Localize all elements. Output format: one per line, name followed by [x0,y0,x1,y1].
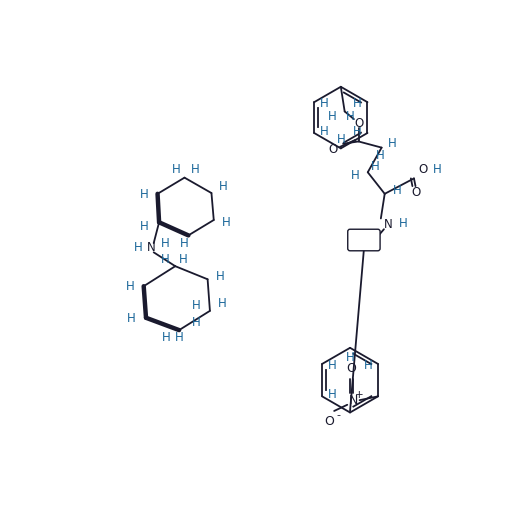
Text: H: H [352,169,360,182]
Text: H: H [141,220,149,233]
Text: -: - [336,411,340,421]
Text: H: H [179,253,188,266]
Text: H: H [218,296,226,310]
Text: H: H [192,316,201,329]
Text: H: H [175,331,183,344]
Text: O: O [324,415,334,428]
Text: O: O [354,117,363,130]
Text: H: H [328,110,336,123]
Text: H: H [218,180,227,193]
Text: H: H [320,97,329,110]
Text: +: + [355,390,363,400]
Text: H: H [376,149,384,162]
Text: N: N [147,241,156,254]
Text: O: O [419,163,428,176]
Text: H: H [392,184,401,197]
Text: H: H [172,163,181,176]
Text: H: H [353,97,362,110]
Text: H: H [191,163,199,176]
Text: H: H [388,137,397,150]
Text: H: H [161,236,170,249]
Text: H: H [345,351,355,364]
Text: N: N [349,394,358,407]
Text: H: H [180,236,189,249]
Text: H: H [432,163,441,176]
Text: H: H [162,331,171,344]
Text: H: H [353,125,362,138]
Text: H: H [399,217,408,230]
FancyBboxPatch shape [348,229,380,251]
Text: H: H [328,359,336,372]
Text: H: H [328,388,336,401]
Text: H: H [126,280,134,293]
Text: H: H [216,270,225,283]
Text: H: H [346,110,355,123]
Text: Abs: Abs [353,233,375,246]
Text: O: O [329,142,338,156]
Text: H: H [133,241,142,254]
Text: N: N [384,218,393,231]
Text: H: H [320,125,329,138]
Text: H: H [364,359,373,372]
Text: H: H [161,253,170,266]
Text: H: H [140,188,148,201]
Text: O: O [411,186,420,199]
Text: H: H [127,312,136,325]
Text: H: H [192,299,201,312]
Text: O: O [346,362,356,375]
Text: H: H [221,216,230,229]
Text: H: H [336,133,345,145]
Text: H: H [371,160,380,173]
